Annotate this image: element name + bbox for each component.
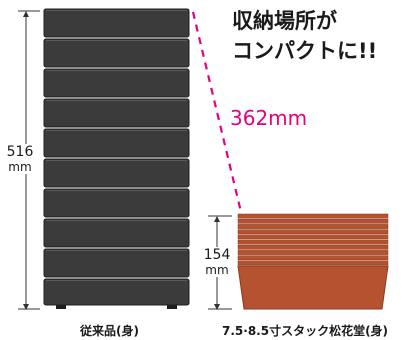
old-tray (43, 128, 190, 158)
new-product-caption: 7.5·8.5寸スタック松花堂(身) (222, 324, 389, 338)
new-tray-rim (237, 250, 389, 255)
new-tray-rim (237, 260, 389, 266)
new-stack-body (237, 265, 389, 310)
new-tray-rim (237, 229, 389, 235)
old-tray (43, 188, 190, 218)
new-height-value: 154 (201, 247, 233, 263)
old-product-caption: 従来品(身) (80, 324, 139, 338)
new-tray-rim (237, 224, 389, 229)
old-tray (43, 248, 190, 278)
old-tray (43, 98, 190, 128)
new-product-stack (237, 213, 389, 310)
new-tray-rim (237, 255, 389, 261)
old-tray (43, 218, 190, 248)
old-tray (43, 158, 190, 188)
headline-line-1: 収納場所が (232, 9, 337, 33)
headline-line-2: コンパクトに!! (232, 39, 378, 63)
old-stack-foot (167, 305, 177, 309)
old-tray (43, 68, 190, 98)
old-tray (43, 278, 190, 306)
new-tray-rim (237, 234, 389, 240)
old-stack-foot (56, 305, 66, 309)
new-height-unit: mm (201, 263, 233, 277)
new-tray-rim (237, 218, 389, 224)
new-tray-rim (237, 213, 389, 219)
old-height-unit: mm (2, 160, 38, 174)
old-height-value: 516 (2, 144, 38, 160)
new-tray-rim (237, 244, 389, 250)
old-tray (43, 38, 190, 68)
height-difference-label: 362mm (230, 106, 308, 130)
new-tray-rim (237, 239, 389, 245)
old-tray (43, 8, 190, 38)
old-product-stack (43, 8, 190, 309)
height-difference-dashed-line (191, 11, 243, 213)
